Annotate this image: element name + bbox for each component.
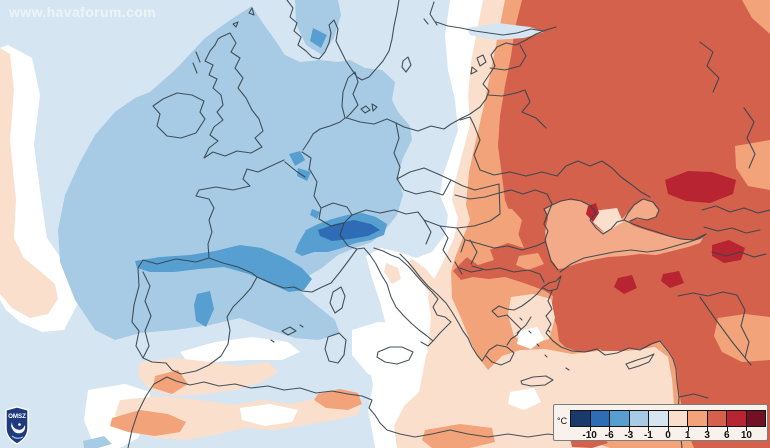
omsz-wave-icon: [11, 422, 26, 434]
andalusia-warm-core: [153, 370, 188, 394]
romania-lighter-lobe: [487, 207, 522, 244]
legend-tick-line: [628, 426, 630, 431]
south-spain-zero-band: [180, 337, 300, 362]
omsz-wave-dot: [18, 423, 21, 426]
legend-unit-label: °C: [557, 416, 568, 426]
legend-swatch: [687, 410, 708, 427]
africa-cool-spot-2: [83, 436, 112, 448]
omsz-logo-text: OMSZ: [8, 413, 26, 420]
gulf-of-finland-cool: [467, 23, 544, 40]
cold-anomaly-main-region: [58, 6, 412, 340]
coastline-black-sea: [543, 198, 707, 271]
legend-swatch: [648, 410, 669, 427]
crimea-lighter-patch: [593, 208, 623, 233]
legend-tick-label: -6: [604, 430, 614, 441]
syria-lighter-patch: [714, 314, 770, 362]
legend-colorbar: [570, 410, 766, 427]
ardennes-cold-spot-1: [289, 151, 305, 166]
legend-tick-label: -10: [582, 430, 597, 441]
bulgaria-lighter-patch-2: [516, 253, 544, 270]
coastline-british-isles: [152, 7, 264, 159]
emed-zero-spot-1: [508, 388, 541, 410]
coastline-balkans-greece-turkey-africa: [127, 233, 707, 448]
legend-swatch: [609, 410, 630, 427]
omsz-logo: OMSZ: [5, 406, 29, 445]
hot-patch-anatolia-2: [614, 275, 637, 294]
legend-tick-line: [746, 426, 748, 431]
legend-tick-line: [609, 426, 611, 431]
legend-tick-label: -1: [643, 430, 653, 441]
south-france-cold-band: [135, 245, 312, 292]
west-edge-warm-strip: [0, 48, 58, 318]
aegean-zero-spot: [517, 327, 544, 349]
tyrrhenian-zero-region: [352, 322, 428, 382]
coastline-west-europe-iberia: [131, 159, 452, 375]
legend-swatch: [667, 410, 688, 427]
topright-corner-lighter: [742, 0, 770, 34]
legend-tick-label: 1: [684, 430, 691, 441]
legend-tick-line: [648, 426, 650, 431]
italy-inland-spot: [384, 263, 401, 284]
legend-swatch: [589, 410, 610, 427]
legend-swatch: [570, 410, 591, 427]
borders-central-europe: [284, 44, 651, 283]
legend-tick-label: -3: [624, 430, 634, 441]
legend-tick-label: 0: [665, 430, 671, 441]
legend-tick-line: [668, 426, 669, 431]
coastline-scandinavia-baltic: [286, 0, 557, 151]
legend-swatch: [628, 410, 649, 427]
hot-patch-anatolia-3: [661, 271, 684, 288]
legend-tick-line: [687, 426, 689, 431]
africa-cool-spot-1: [225, 431, 262, 448]
watermark-text: www.havaforum.com: [9, 4, 157, 20]
omsz-shield: [5, 406, 29, 445]
hot-patch-ne-blacksea: [665, 171, 736, 203]
jura-cold-spot: [310, 209, 320, 219]
algeria-zero-gap: [240, 404, 298, 426]
borders-eastern-europe-caucasus: [677, 41, 770, 399]
bulgaria-lighter-patch-1: [468, 247, 494, 265]
atlas-warm-blob-1: [110, 410, 186, 436]
hot-patch-caucasus: [712, 240, 745, 263]
omsz-wave-accent: [11, 435, 24, 439]
legend-tick-label: 10: [740, 430, 752, 441]
libya-warm-patch-1: [422, 424, 495, 448]
hot-patch-anatolia-1: [586, 203, 599, 222]
legend-swatch: [706, 410, 727, 427]
catalonia-cold-spot: [194, 291, 214, 327]
legend-swatch: [726, 410, 747, 427]
norway-cold-core: [310, 28, 327, 48]
legend-tick-line: [589, 426, 591, 431]
ardennes-cold-spot-2: [297, 168, 311, 181]
black-sea-region: [545, 199, 704, 269]
legend-tick-line: [726, 426, 728, 431]
legend-tick-line: [707, 426, 709, 431]
temperature-legend: °C -10 -6 -3 -1 0 1 3 6 10: [553, 404, 768, 441]
legend-tick-label: 6: [724, 430, 730, 441]
legend-tick-label: 3: [704, 430, 710, 441]
rightedge-lighter-patch: [735, 140, 770, 190]
adriatic-east-strip: [408, 259, 448, 303]
legend-swatch: [745, 410, 766, 427]
